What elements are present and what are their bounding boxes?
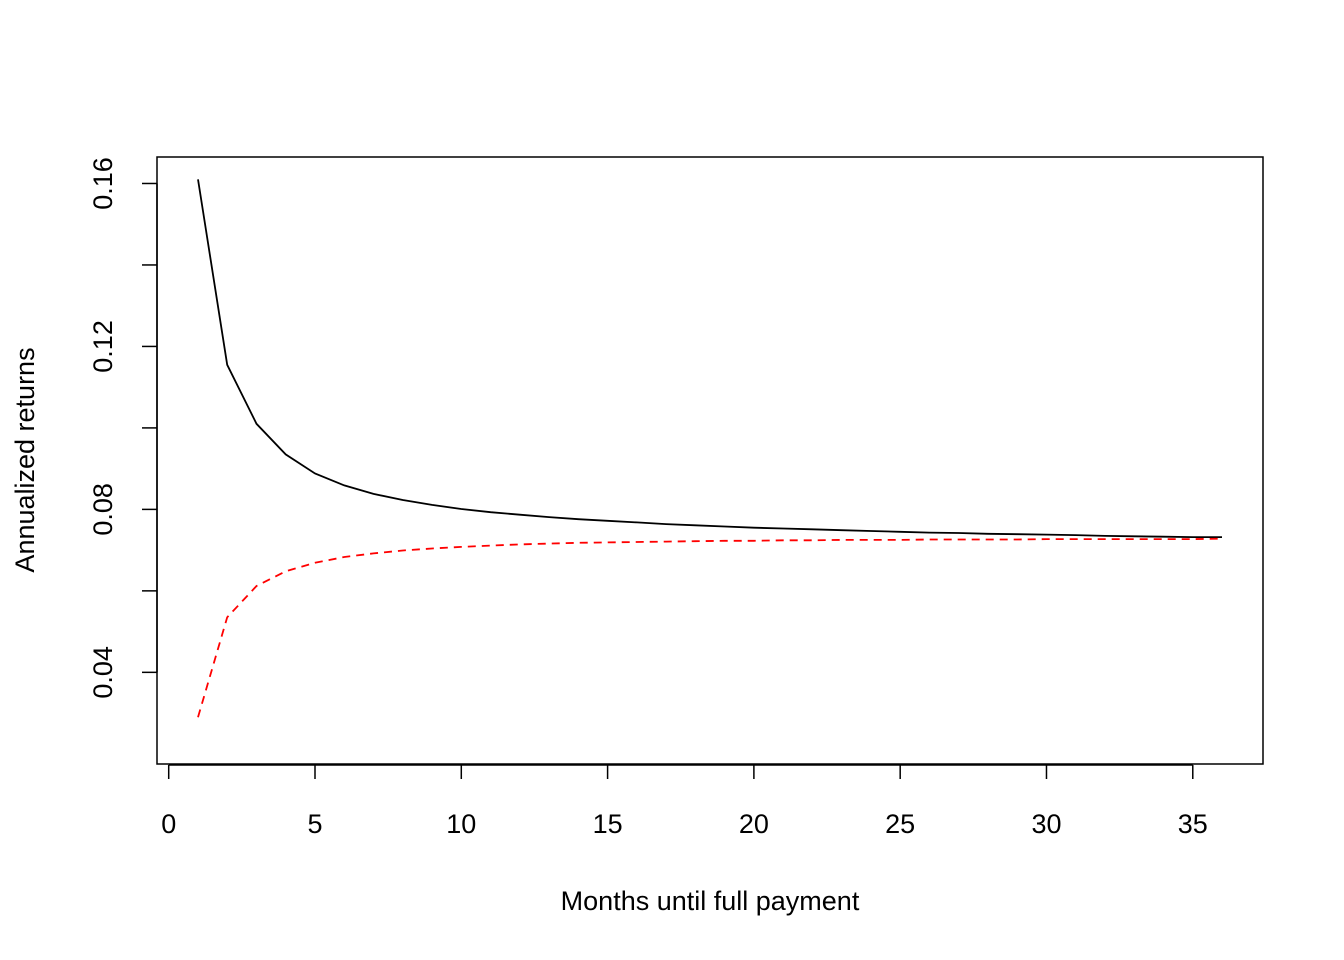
series-line-2: [197, 537, 1223, 718]
y-axis-title: Annualized returns: [10, 347, 40, 572]
x-tick-label: 5: [307, 809, 322, 839]
y-tick-label: 0.04: [88, 646, 118, 699]
x-tick-label: 35: [1178, 809, 1208, 839]
x-axis: 0 5 10 15 20 25 30 35: [161, 764, 1208, 839]
x-tick-label: 25: [885, 809, 915, 839]
x-tick-label: 20: [739, 809, 769, 839]
series-layer: [197, 179, 1223, 718]
x-tick-label: 10: [446, 809, 476, 839]
y-axis: 0.04 0.08 0.12 0.16: [88, 157, 158, 699]
x-axis-title: Months until full payment: [561, 886, 860, 916]
series-line-1: [197, 179, 1222, 538]
x-tick-label: 15: [593, 809, 623, 839]
y-tick-label: 0.12: [88, 320, 118, 373]
x-tick-label: 30: [1031, 809, 1061, 839]
y-tick-label: 0.16: [88, 157, 118, 210]
x-tick-label: 0: [161, 809, 176, 839]
plot-frame: [156, 156, 1264, 765]
y-tick-label: 0.08: [88, 483, 118, 536]
